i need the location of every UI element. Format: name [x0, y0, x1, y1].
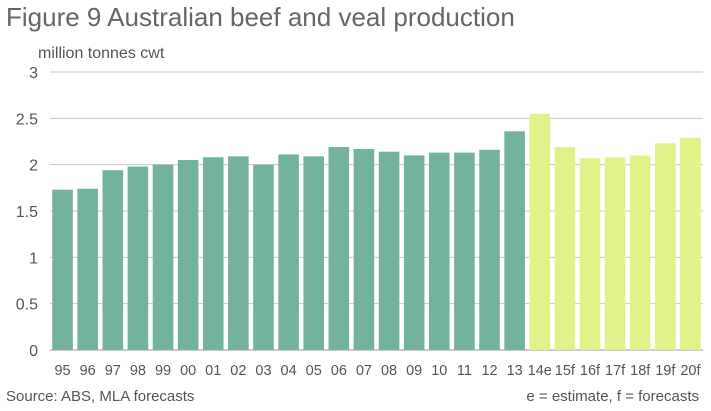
- x-tick-label: 16f: [580, 363, 601, 379]
- bar-98: [127, 166, 149, 350]
- x-tick-labels: 95 96 97 98 99 00 01 02 03 04 05 06 07 08 09 10 11 12 13 14…: [54, 363, 701, 379]
- bar-97: [102, 170, 124, 350]
- bar-15f: [554, 147, 576, 350]
- x-tick-label: 17f: [605, 363, 626, 379]
- x-tick-label: 20f: [680, 363, 701, 379]
- y-tick-label: 2: [29, 158, 38, 175]
- x-tick-label: 03: [255, 363, 271, 379]
- y-tick-label: 0: [29, 343, 38, 360]
- y-axis-unit-label: million tonnes cwt: [38, 45, 165, 62]
- x-tick-label: 18f: [630, 363, 651, 379]
- y-tick-label: 1.5: [16, 204, 38, 221]
- bar-99: [152, 164, 174, 350]
- chart-title: Figure 9 Australian beef and veal produc…: [6, 2, 515, 32]
- bar-20f: [680, 137, 701, 350]
- source-note: Source: ABS, MLA forecasts: [6, 388, 195, 405]
- legend-note: e = estimate, f = forecasts: [526, 388, 699, 405]
- bar-13: [504, 131, 525, 350]
- bar-07: [353, 148, 375, 350]
- bar-19f: [655, 143, 676, 350]
- x-tick-label: 12: [481, 363, 497, 379]
- bar-16f: [579, 158, 601, 350]
- x-tick-label: 15f: [555, 363, 576, 379]
- bar-18f: [629, 155, 651, 350]
- bar-00: [177, 160, 199, 350]
- x-tick-label: 19f: [655, 363, 676, 379]
- bar-14e: [529, 113, 551, 350]
- bar-17f: [604, 157, 626, 350]
- bar-02: [228, 156, 249, 350]
- bar-05: [303, 156, 325, 350]
- bar-06: [328, 147, 350, 350]
- bar-10: [428, 152, 450, 350]
- y-tick-label: 3: [29, 65, 38, 82]
- x-tick-label: 13: [507, 363, 523, 379]
- x-tick-label: 97: [105, 363, 121, 379]
- x-tick-label: 07: [356, 363, 372, 379]
- y-tick-labels: 0 0.5 1 1.5 2 2.5 3: [16, 65, 38, 360]
- y-tick-label: 1: [29, 250, 38, 267]
- x-tick-label: 10: [431, 363, 447, 379]
- x-tick-label: 01: [205, 363, 221, 379]
- x-tick-label: 05: [306, 363, 322, 379]
- x-tick-label: 04: [281, 363, 297, 379]
- x-tick-label: 09: [406, 363, 422, 379]
- y-tick-label: 2.5: [16, 111, 38, 128]
- bar-95: [52, 189, 73, 350]
- x-tick-label: 00: [180, 363, 196, 379]
- bar-08: [378, 151, 400, 350]
- x-tick-label: 08: [381, 363, 397, 379]
- bar-96: [77, 188, 98, 350]
- bar-09: [403, 155, 425, 350]
- x-tick-label: 11: [457, 363, 472, 379]
- x-tick-label: 99: [155, 363, 171, 379]
- x-tick-label: 98: [130, 363, 146, 379]
- bars: [52, 113, 701, 350]
- x-tick-label: 06: [331, 363, 347, 379]
- y-tick-label: 0.5: [16, 297, 38, 314]
- bar-03: [253, 164, 274, 350]
- bar-01: [202, 157, 224, 350]
- x-tick-label: 96: [80, 363, 96, 379]
- bar-11: [454, 152, 475, 350]
- bar-04: [278, 154, 299, 350]
- x-tick-label: 14e: [528, 363, 552, 379]
- bar-12: [479, 149, 500, 350]
- x-tick-label: 02: [230, 363, 246, 379]
- x-tick-label: 95: [54, 363, 70, 379]
